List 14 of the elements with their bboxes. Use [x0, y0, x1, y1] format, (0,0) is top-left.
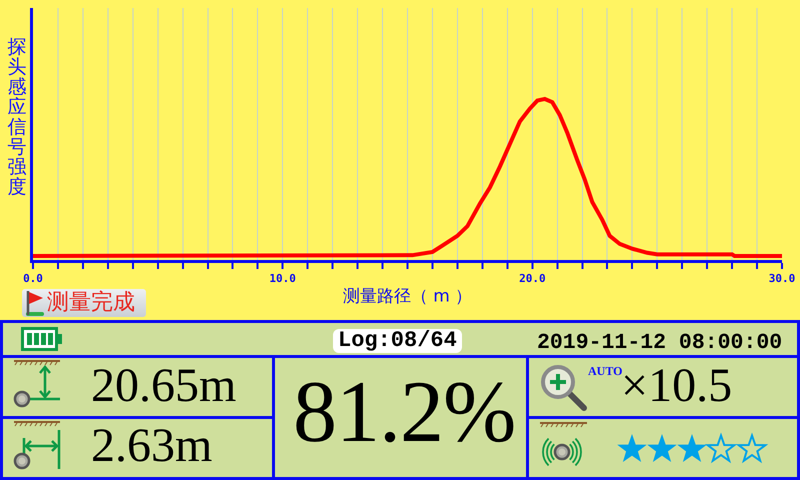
text: ×10.5 — [621, 358, 732, 412]
text: 2.63m — [91, 418, 212, 472]
x-axis-title: 测量路径（ m ） — [342, 286, 472, 307]
y-axis-title: 探头感应信号强度 — [7, 36, 27, 198]
x-tick-label: 30.0 — [768, 272, 796, 286]
text: 81.2% — [293, 364, 516, 462]
text: Log:08/64 — [333, 328, 462, 353]
x-tick-label: 10.0 — [269, 272, 296, 286]
text: 2019-11-12 08:00:00 — [537, 330, 782, 354]
text: AUTO — [588, 364, 622, 378]
text: 20.65m — [91, 358, 236, 412]
x-tick-label: 20.0 — [519, 272, 546, 286]
status-badge: 测量完成 — [22, 289, 146, 317]
x-tick-label: 0.0 — [23, 272, 43, 286]
